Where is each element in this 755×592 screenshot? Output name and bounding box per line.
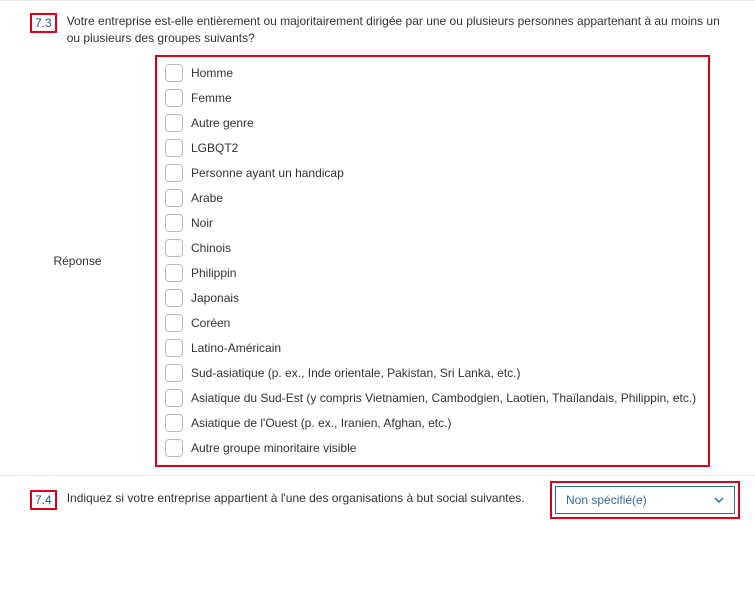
checkbox-label: Sud-asiatique (p. ex., Inde orientale, P… (191, 366, 521, 380)
checkbox-item[interactable]: Sud-asiatique (p. ex., Inde orientale, P… (165, 361, 700, 386)
checkbox-label: Autre genre (191, 116, 254, 130)
checkbox-label: Homme (191, 66, 233, 80)
checkbox-item[interactable]: Personne ayant un handicap (165, 161, 700, 186)
checkbox-item[interactable]: Arabe (165, 186, 700, 211)
checkbox-item[interactable]: Autre genre (165, 111, 700, 136)
question-number-7-4: 7.4 (30, 490, 57, 510)
checkbox-box[interactable] (165, 214, 183, 232)
checkbox-box[interactable] (165, 114, 183, 132)
checkbox-item[interactable]: Asiatique de l'Ouest (p. ex., Iranien, A… (165, 411, 700, 436)
checkbox-label: Asiatique du Sud-Est (y compris Vietnami… (191, 391, 696, 405)
checkbox-label: Coréen (191, 316, 230, 330)
question-text-7-3: Votre entreprise est-elle entièrement ou… (67, 13, 735, 47)
checkbox-label: Noir (191, 216, 213, 230)
checkbox-box[interactable] (165, 439, 183, 457)
dropdown-value: Non spécifié(e) (566, 493, 647, 507)
checkbox-label: Japonais (191, 291, 239, 305)
checkbox-label: LGBQT2 (191, 141, 238, 155)
question-7-3-header: 7.3 Votre entreprise est-elle entièremen… (0, 9, 755, 55)
checkbox-label: Autre groupe minoritaire visible (191, 441, 356, 455)
checkbox-item[interactable]: Coréen (165, 311, 700, 336)
checkbox-box[interactable] (165, 414, 183, 432)
checkbox-item[interactable]: Chinois (165, 236, 700, 261)
checkbox-item[interactable]: Femme (165, 86, 700, 111)
answer-label-col: Réponse (0, 254, 155, 268)
checkbox-label: Asiatique de l'Ouest (p. ex., Iranien, A… (191, 416, 451, 430)
question-7-4-section: 7.4 Indiquez si votre entreprise apparti… (0, 475, 755, 524)
checkbox-box[interactable] (165, 239, 183, 257)
checkbox-box[interactable] (165, 364, 183, 382)
checkbox-label: Arabe (191, 191, 223, 205)
checkbox-box[interactable] (165, 289, 183, 307)
answer-input-col: Homme Femme Autre genre LGBQT2 Personne ayan… (155, 55, 755, 467)
checkbox-box[interactable] (165, 139, 183, 157)
dropdown-7-4[interactable]: Non spécifié(e) (555, 486, 735, 514)
checkbox-item[interactable]: LGBQT2 (165, 136, 700, 161)
checkbox-box[interactable] (165, 189, 183, 207)
checkbox-box[interactable] (165, 339, 183, 357)
answer-row-7-3: Réponse Homme Femme Autre genre LGBQT2 Perso… (0, 55, 755, 467)
checkbox-item[interactable]: Philippin (165, 261, 700, 286)
checkbox-group-7-3: Homme Femme Autre genre LGBQT2 Personne ayan… (155, 55, 710, 467)
checkbox-item[interactable]: Asiatique du Sud-Est (y compris Vietnami… (165, 386, 700, 411)
checkbox-box[interactable] (165, 164, 183, 182)
checkbox-label: Chinois (191, 241, 231, 255)
question-7-4-left: 7.4 Indiquez si votre entreprise apparti… (30, 490, 545, 510)
checkbox-item[interactable]: Autre groupe minoritaire visible (165, 436, 700, 461)
question-number-7-3: 7.3 (30, 13, 57, 33)
chevron-down-icon (714, 495, 724, 505)
question-text-7-4: Indiquez si votre entreprise appartient … (67, 490, 525, 507)
checkbox-label: Latino-Américain (191, 341, 281, 355)
checkbox-box[interactable] (165, 64, 183, 82)
question-7-3-section: 7.3 Votre entreprise est-elle entièremen… (0, 0, 755, 475)
checkbox-box[interactable] (165, 89, 183, 107)
checkbox-label: Personne ayant un handicap (191, 166, 344, 180)
checkbox-label: Philippin (191, 266, 236, 280)
checkbox-box[interactable] (165, 314, 183, 332)
checkbox-item[interactable]: Japonais (165, 286, 700, 311)
checkbox-item[interactable]: Noir (165, 211, 700, 236)
checkbox-item[interactable]: Homme (165, 61, 700, 86)
checkbox-item[interactable]: Latino-Américain (165, 336, 700, 361)
answer-label: Réponse (53, 254, 101, 268)
checkbox-box[interactable] (165, 264, 183, 282)
checkbox-box[interactable] (165, 389, 183, 407)
checkbox-label: Femme (191, 91, 232, 105)
